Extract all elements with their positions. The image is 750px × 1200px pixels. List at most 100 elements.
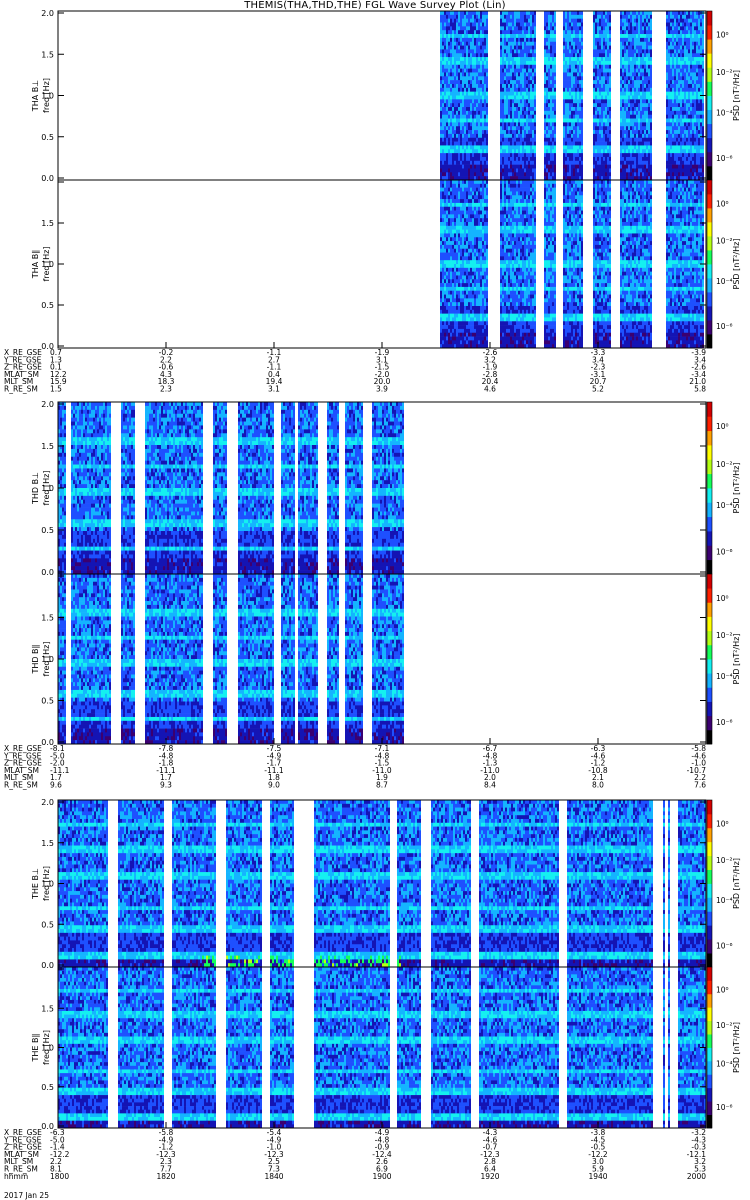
data-segment — [281, 574, 295, 744]
colorbar-tick-label: 10⁻⁴ — [716, 672, 733, 681]
colorbar-label: PSD [nT²/Hz] — [732, 1022, 741, 1073]
ephemeris-value: 8.7 — [376, 781, 388, 790]
colorbar-label: PSD [nT²/Hz] — [732, 239, 741, 290]
colorbar-swatch — [707, 222, 712, 236]
colorbar — [707, 967, 712, 1128]
ephemeris-value: 1920 — [480, 1172, 499, 1181]
panel-thd-bl — [58, 402, 712, 574]
ephemeris-value: 1820 — [156, 1172, 175, 1181]
colorbar-tick-label: 10⁰ — [716, 594, 729, 603]
ephemeris-row-name: hhmm — [4, 1172, 28, 1181]
colorbar-swatch — [707, 856, 712, 870]
ephemeris-value: 1900 — [372, 1172, 391, 1181]
panel-label: THA B⊥ — [31, 80, 40, 112]
data-segment — [213, 574, 227, 744]
colorbar-tick-label: 10⁻⁶ — [716, 1103, 733, 1112]
ephemeris-value: 1940 — [588, 1172, 607, 1181]
y-tick-label: 0.5 — [41, 920, 54, 929]
y-tick-label: 0.0 — [41, 568, 54, 577]
colorbar-swatch — [707, 67, 712, 81]
colorbar-swatch — [707, 870, 712, 884]
colorbar-swatch — [707, 474, 712, 489]
colorbar-swatch — [707, 416, 712, 431]
colorbar-swatch — [707, 292, 712, 306]
colorbar-swatch — [707, 1021, 712, 1035]
data-segment — [314, 800, 390, 967]
colorbar-swatch — [707, 967, 712, 981]
colorbar-tick-label: 10⁰ — [716, 422, 729, 431]
data-segment — [567, 967, 653, 1128]
colorbar-tick-label: 10⁻² — [716, 631, 733, 640]
colorbar-swatch — [707, 334, 712, 348]
colorbar-swatch — [707, 673, 712, 688]
colorbar-label: PSD [nT²/Hz] — [732, 463, 741, 514]
data-segment — [226, 967, 262, 1128]
colorbar-tick-label: 10⁰ — [716, 200, 729, 209]
data-segment — [172, 967, 216, 1128]
data-segment — [238, 402, 274, 574]
data-segment — [238, 574, 274, 744]
colorbar — [707, 800, 712, 967]
data-segment — [372, 574, 404, 744]
data-segment — [431, 800, 471, 967]
panel-the-bl — [58, 800, 712, 967]
y-tick-label: 0.0 — [41, 174, 54, 183]
colorbar-swatch — [707, 994, 712, 1008]
ephemeris-value: 3.1 — [268, 385, 280, 394]
data-segment — [668, 967, 670, 1128]
data-segment — [544, 11, 556, 180]
data-segment — [298, 402, 318, 574]
colorbar-swatch — [707, 402, 712, 417]
colorbar-swatch — [707, 814, 712, 828]
colorbar-swatch — [707, 152, 712, 166]
colorbar-tick-label: 10⁻⁴ — [716, 896, 733, 905]
colorbar-label: PSD [nT²/Hz] — [732, 70, 741, 121]
data-segment — [544, 180, 556, 348]
panel-label: THE B⊥ — [31, 868, 40, 900]
colorbar-swatch — [707, 25, 712, 39]
y-tick-label: 0.5 — [41, 697, 54, 706]
y-axis-label: freq [Hz] — [42, 471, 51, 506]
colorbar-swatch — [707, 1115, 712, 1129]
colorbar-swatch — [707, 264, 712, 278]
colorbar-swatch — [707, 194, 712, 208]
colorbar-swatch — [707, 980, 712, 994]
colorbar-swatch — [707, 911, 712, 925]
colorbar-tick-label: 10⁻⁶ — [716, 718, 733, 727]
data-segment — [213, 402, 227, 574]
colorbar-swatch — [707, 560, 712, 575]
data-segment — [327, 574, 339, 744]
panel-tha-bl — [58, 11, 712, 180]
colorbar — [707, 180, 712, 348]
colorbar-swatch — [707, 488, 712, 503]
colorbar-swatch — [707, 53, 712, 67]
colorbar-swatch — [707, 730, 712, 745]
y-axis-label: freq [Hz] — [42, 642, 51, 677]
data-segment — [440, 180, 488, 348]
colorbar-swatch — [707, 1048, 712, 1062]
colorbar-swatch — [707, 445, 712, 460]
colorbar-swatch — [707, 687, 712, 702]
data-segment — [118, 800, 164, 967]
colorbar-swatch — [707, 953, 712, 967]
colorbar-label: PSD [nT²/Hz] — [732, 858, 741, 909]
panel-tha-bpar — [58, 180, 712, 348]
data-segment — [58, 967, 108, 1128]
colorbar-swatch — [707, 431, 712, 446]
colorbar-swatch — [707, 81, 712, 95]
ephemeris-value: 8.0 — [592, 781, 604, 790]
colorbar-swatch — [707, 645, 712, 660]
colorbar-tick-label: 10⁻⁴ — [716, 1060, 733, 1069]
y-axis-label: freq [Hz] — [42, 78, 51, 113]
data-segment — [121, 574, 135, 744]
colorbar-swatch — [707, 1088, 712, 1102]
colorbar-swatch — [707, 545, 712, 560]
data-segment — [567, 800, 653, 967]
data-segment — [431, 967, 471, 1128]
data-segment — [58, 800, 108, 967]
colorbar-swatch — [707, 1034, 712, 1048]
data-segment — [372, 402, 404, 574]
data-segment — [397, 967, 421, 1128]
y-tick-label: 2.0 — [41, 9, 54, 18]
